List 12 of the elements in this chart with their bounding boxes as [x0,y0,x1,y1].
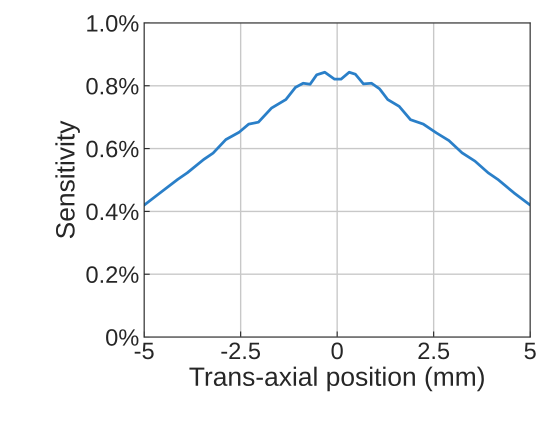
x-tick-label: -2.5 [221,342,260,360]
y-tick-label: 0.2% [86,266,138,283]
y-tick-label: 0.4% [86,203,138,220]
y-tick-label: 0.8% [86,78,138,95]
x-tick-label: 0 [332,342,343,360]
x-axis-title: Trans-axial position (mm) [189,366,484,392]
line-series [144,70,530,207]
y-tick-label: 0.6% [86,140,138,158]
y-tick-label: 1.0% [87,15,138,32]
x-tick-label: 5 [524,342,536,360]
y-axis-title: Sensitivity [55,120,80,238]
x-tick-label: 2.5 [418,342,450,360]
